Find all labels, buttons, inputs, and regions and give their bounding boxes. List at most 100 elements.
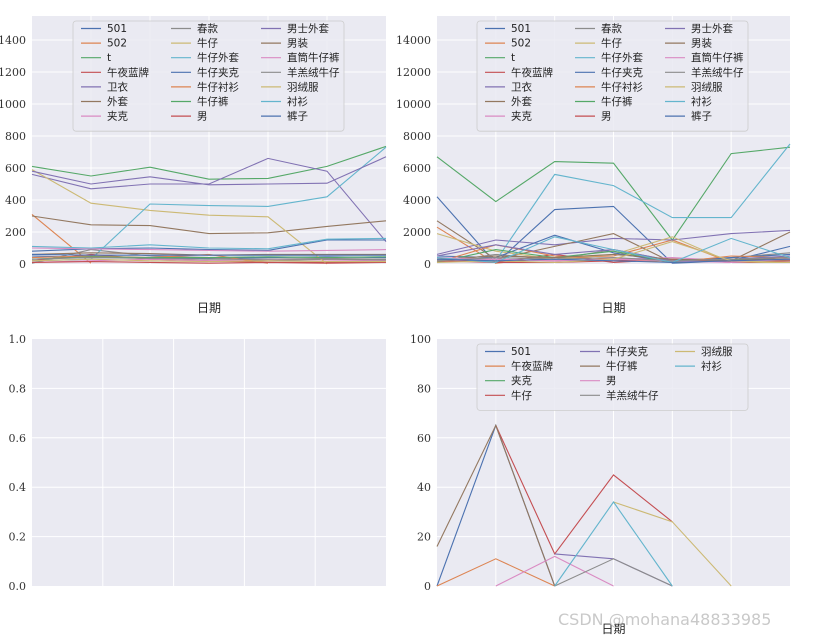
legend-label: 直筒牛仔裤 <box>287 51 340 64</box>
series-line-9 <box>613 501 732 587</box>
legend-label: 衬衫 <box>287 95 308 108</box>
y-tick-label: 200 <box>5 226 26 239</box>
y-tick-label: 60 <box>417 432 431 445</box>
series-line-21 <box>436 258 791 263</box>
series-line-5 <box>31 157 387 242</box>
series-line-7 <box>495 555 614 587</box>
chart-panel-1: 0 200 400 600 800 1000 1200 1400 日期 501 502 t 午夜蓝牌卫衣… <box>0 16 387 315</box>
legend-label: 夹克 <box>107 110 128 123</box>
y-tick-label: 4000 <box>403 194 431 207</box>
legend-label: 牛仔外套 <box>197 51 239 64</box>
legend-label: 卫衣 <box>107 80 128 93</box>
y-tick-label: 1.0 <box>9 333 27 346</box>
legend-label: 牛仔衬衫 <box>197 80 239 93</box>
legend-label: 衬衫 <box>691 95 712 108</box>
legend-label: 牛仔夹克 <box>606 345 648 358</box>
y-tick-label: 12000 <box>396 66 431 79</box>
y-tick-label: 100 <box>410 333 431 346</box>
series-line-9 <box>31 169 328 265</box>
y-tick-label: 0.0 <box>9 580 27 593</box>
series-line-18 <box>436 257 791 262</box>
y-tick-label: 6000 <box>403 162 431 175</box>
legend-label: 羊羔绒牛仔 <box>606 389 659 402</box>
y-tick-label: 40 <box>417 481 431 494</box>
series-line-15 <box>31 156 387 186</box>
series-line-7 <box>31 258 387 263</box>
legend-label: 裤子 <box>691 110 712 123</box>
y-tick-label: 20 <box>417 531 431 544</box>
series-line-18 <box>31 257 387 260</box>
legend-label: 裤子 <box>287 110 308 123</box>
y-tick-label: 400 <box>5 194 26 207</box>
series-line-10 <box>554 501 673 587</box>
legend-label: 501 <box>511 346 531 358</box>
series-line-19 <box>31 258 386 263</box>
legend-label: 卫衣 <box>511 80 532 93</box>
y-tick-label: 1400 <box>0 34 26 47</box>
series-line-3 <box>436 146 791 241</box>
y-tick-label: 1200 <box>0 66 26 79</box>
legend-label: 午夜蓝牌 <box>511 66 553 79</box>
y-tick-label: 0.2 <box>9 531 27 544</box>
legend-label: 羽绒服 <box>691 80 723 93</box>
legend-label: 牛仔裤 <box>197 95 229 108</box>
watermark: CSDN @mohana48833985 <box>558 610 772 629</box>
legend-label: 春款 <box>601 22 622 35</box>
series-line-5 <box>436 229 791 255</box>
y-tick-label: 0.6 <box>9 432 27 445</box>
legend-label: 牛仔衬衫 <box>601 80 643 93</box>
legend-label: 牛仔 <box>197 37 218 50</box>
legend-label: 牛仔夹克 <box>197 66 239 79</box>
series-line-17 <box>31 247 387 252</box>
chart-panel-3: 0.0 0.2 0.4 0.6 0.8 1.0 <box>9 333 386 593</box>
series-line-6 <box>436 423 556 587</box>
legend-box <box>476 343 749 411</box>
legend-label: 羊羔绒牛仔 <box>287 66 340 79</box>
y-tick-label: 8000 <box>403 130 431 143</box>
legend-label: 夹克 <box>511 374 532 387</box>
series-line-3 <box>31 145 387 180</box>
series-line-6 <box>31 215 387 235</box>
y-tick-label: 600 <box>5 162 26 175</box>
legend-label: 羊羔绒牛仔 <box>691 66 744 79</box>
series-line-8 <box>554 558 673 587</box>
y-tick-label: 0 <box>424 580 431 593</box>
legend-label: 502 <box>511 38 531 50</box>
legend-box <box>476 20 749 132</box>
series-line-2 <box>436 558 555 587</box>
legend-label: 男 <box>197 111 208 123</box>
legend-label: 羽绒服 <box>287 80 319 93</box>
legend-label: 夹克 <box>511 110 532 123</box>
legend-label: 男士外套 <box>287 22 329 35</box>
y-tick-label: 10000 <box>396 98 431 111</box>
x-axis-label: 日期 <box>197 301 221 315</box>
legend-label: 501 <box>107 23 127 35</box>
legend-label: 午夜蓝牌 <box>107 66 149 79</box>
legend-label: t <box>107 52 111 64</box>
y-tick-label: 800 <box>5 130 26 143</box>
legend-label: 牛仔 <box>511 389 532 402</box>
legend-label: 牛仔夹克 <box>601 66 643 79</box>
legend-label: 羽绒服 <box>701 345 733 358</box>
legend-box <box>72 20 345 132</box>
y-tick-label: 0 <box>424 258 431 271</box>
y-tick-label: 14000 <box>396 34 431 47</box>
y-tick-label: 0.4 <box>9 481 27 494</box>
plot-area <box>32 339 386 586</box>
legend-label: 牛仔裤 <box>606 360 638 373</box>
legend-label: 直筒牛仔裤 <box>691 51 744 64</box>
series-line-20 <box>31 237 387 250</box>
y-tick-label: 0.8 <box>9 382 27 395</box>
x-axis-label: 日期 <box>601 301 625 315</box>
legend-label: 男士外套 <box>691 22 733 35</box>
legend-label: 男装 <box>287 37 308 50</box>
series-line-4 <box>495 425 673 555</box>
y-tick-label: 2000 <box>403 226 431 239</box>
legend-label: t <box>511 52 515 64</box>
legend-label: 午夜蓝牌 <box>511 360 553 373</box>
legend-label: 外套 <box>107 95 128 108</box>
